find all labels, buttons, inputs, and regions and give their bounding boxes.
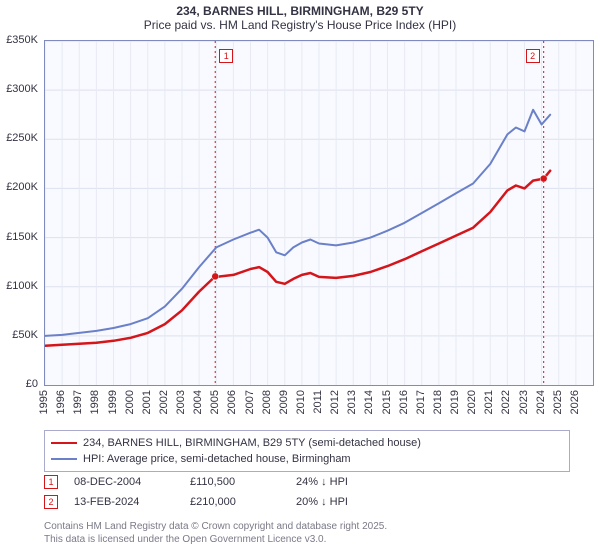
event-diff: 24% ↓ HPI: [296, 476, 396, 488]
attribution-line2: This data is licensed under the Open Gov…: [44, 533, 584, 546]
x-tick-label: 2009: [278, 390, 290, 414]
legend-swatch: [51, 442, 77, 444]
events-table: 1 08-DEC-2004 £110,500 24% ↓ HPI 2 13-FEB-202…: [44, 472, 564, 512]
x-tick-label: 2024: [535, 390, 547, 414]
x-tick-label: 1999: [107, 390, 119, 414]
x-tick-label: 2006: [226, 390, 238, 414]
event-marker-1: 1: [219, 49, 233, 63]
chart-title-line2: Price paid vs. HM Land Registry's House …: [0, 18, 600, 32]
y-tick-label: £350K: [6, 34, 38, 46]
x-tick-label: 2015: [381, 390, 393, 414]
x-tick-label: 2025: [552, 390, 564, 414]
chart-legend: 234, BARNES HILL, BIRMINGHAM, B29 5TY (s…: [44, 430, 570, 472]
x-tick-label: 2002: [158, 390, 170, 414]
x-tick-label: 1998: [89, 390, 101, 414]
x-tick-label: 2023: [518, 390, 530, 414]
y-tick-label: £250K: [6, 132, 38, 144]
y-tick-label: £300K: [6, 83, 38, 95]
event-marker-2: 2: [526, 49, 540, 63]
x-tick-label: 2008: [261, 390, 273, 414]
x-tick-label: 2019: [449, 390, 461, 414]
x-tick-label: 2017: [415, 390, 427, 414]
chart-title-line1: 234, BARNES HILL, BIRMINGHAM, B29 5TY: [0, 4, 600, 18]
event-date: 08-DEC-2004: [74, 476, 174, 488]
event-price: £110,500: [190, 476, 280, 488]
x-tick-label: 1996: [55, 390, 67, 414]
y-tick-label: £50K: [12, 329, 38, 341]
event-row: 2 13-FEB-2024 £210,000 20% ↓ HPI: [44, 492, 564, 512]
x-tick-label: 2004: [192, 390, 204, 414]
event-diff: 20% ↓ HPI: [296, 496, 396, 508]
chart-plot-area: 12: [44, 40, 594, 386]
x-tick-label: 1997: [72, 390, 84, 414]
x-tick-label: 2005: [209, 390, 221, 414]
x-tick-label: 2010: [295, 390, 307, 414]
x-tick-label: 2003: [175, 390, 187, 414]
legend-item: 234, BARNES HILL, BIRMINGHAM, B29 5TY (s…: [51, 435, 563, 451]
chart-svg: [45, 41, 593, 385]
event-price: £210,000: [190, 496, 280, 508]
x-axis-labels: 1995199619971998199920002001200220032004…: [44, 388, 592, 432]
legend-label: 234, BARNES HILL, BIRMINGHAM, B29 5TY (s…: [83, 437, 421, 449]
legend-label: HPI: Average price, semi-detached house,…: [83, 453, 351, 465]
x-tick-label: 2026: [569, 390, 581, 414]
x-tick-label: 2021: [483, 390, 495, 414]
y-tick-label: £0: [26, 378, 38, 390]
attribution-line1: Contains HM Land Registry data © Crown c…: [44, 520, 584, 533]
y-tick-label: £100K: [6, 280, 38, 292]
event-date: 13-FEB-2024: [74, 496, 174, 508]
x-tick-label: 2020: [466, 390, 478, 414]
event-row: 1 08-DEC-2004 £110,500 24% ↓ HPI: [44, 472, 564, 492]
event-row-marker: 1: [44, 475, 58, 489]
y-axis-labels: £0£50K£100K£150K£200K£250K£300K£350K: [0, 40, 42, 384]
x-tick-label: 2001: [141, 390, 153, 414]
y-tick-label: £200K: [6, 181, 38, 193]
x-tick-label: 2007: [244, 390, 256, 414]
chart-titles: 234, BARNES HILL, BIRMINGHAM, B29 5TY Pr…: [0, 0, 600, 32]
x-tick-label: 2016: [398, 390, 410, 414]
x-tick-label: 2011: [312, 390, 324, 414]
event-row-marker: 2: [44, 495, 58, 509]
x-tick-label: 2012: [329, 390, 341, 414]
x-tick-label: 2018: [432, 390, 444, 414]
y-tick-label: £150K: [6, 231, 38, 243]
x-tick-label: 1995: [38, 390, 50, 414]
x-tick-label: 2013: [346, 390, 358, 414]
attribution-text: Contains HM Land Registry data © Crown c…: [44, 520, 584, 546]
legend-item: HPI: Average price, semi-detached house,…: [51, 451, 563, 467]
x-tick-label: 2014: [363, 390, 375, 414]
x-tick-label: 2022: [500, 390, 512, 414]
legend-swatch: [51, 458, 77, 460]
x-tick-label: 2000: [124, 390, 136, 414]
